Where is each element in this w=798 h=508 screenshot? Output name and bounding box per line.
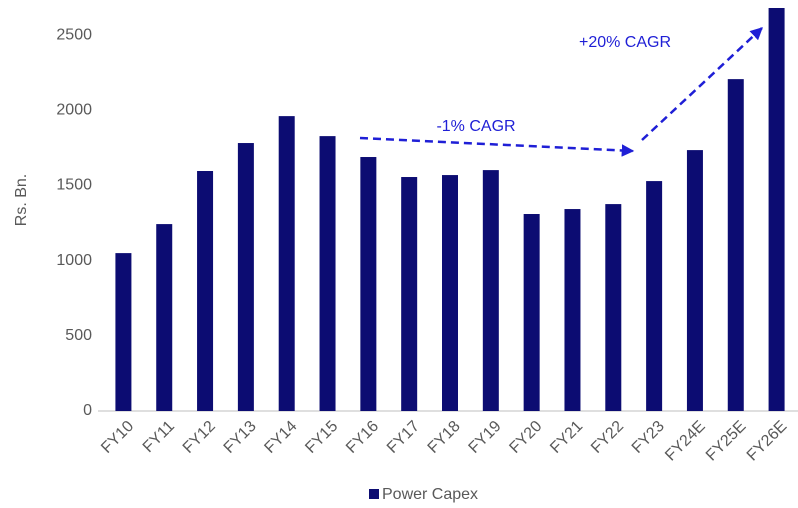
bar <box>768 8 785 411</box>
bar <box>156 224 173 411</box>
x-tick-label: FY26E <box>744 418 791 465</box>
x-tick-label: FY21 <box>547 418 586 457</box>
x-tick-label: FY10 <box>98 418 137 457</box>
x-tick-label: FY11 <box>140 418 178 456</box>
y-tick-label: 500 <box>65 327 92 344</box>
x-tick-label: FY25E <box>703 418 750 465</box>
y-tick-label: 1500 <box>56 177 92 194</box>
y-tick-label: 2000 <box>56 101 92 118</box>
bar <box>197 171 214 411</box>
y-tick-label: 1000 <box>56 252 92 269</box>
bar <box>360 157 377 411</box>
x-tick-label: FY19 <box>466 418 505 457</box>
x-tick-label: FY14 <box>261 418 300 457</box>
x-tick-label: FY16 <box>343 418 382 457</box>
x-tick-label: FY22 <box>588 418 627 457</box>
x-tick-label: FY20 <box>506 418 545 457</box>
bar <box>727 79 744 411</box>
annotation: -1% CAGR <box>436 118 515 135</box>
y-tick-label: 0 <box>83 402 92 419</box>
bar <box>646 181 663 411</box>
bar <box>237 143 254 411</box>
legend-swatch <box>369 489 379 499</box>
annotation: +20% CAGR <box>579 34 671 51</box>
x-tick-label: FY24E <box>662 418 709 465</box>
arrow <box>641 27 763 141</box>
bar <box>686 150 703 412</box>
x-tick-label: FY17 <box>384 418 423 457</box>
y-axis-label: Rs. Bn. <box>13 174 30 226</box>
bar <box>115 253 132 411</box>
bar <box>278 116 295 411</box>
x-tick-label: FY12 <box>180 418 219 457</box>
bar <box>482 170 499 411</box>
bar <box>319 136 336 411</box>
x-tick-label: FY18 <box>425 418 464 457</box>
bar <box>564 209 581 411</box>
arrow <box>359 136 635 157</box>
bar <box>401 177 418 411</box>
bar <box>605 204 622 411</box>
bar <box>523 214 540 411</box>
bar <box>442 175 458 411</box>
x-tick-label: FY15 <box>302 418 341 457</box>
y-tick-label: 2500 <box>56 26 92 43</box>
x-tick-label: FY13 <box>221 418 260 457</box>
legend-label: Power Capex <box>382 486 478 503</box>
